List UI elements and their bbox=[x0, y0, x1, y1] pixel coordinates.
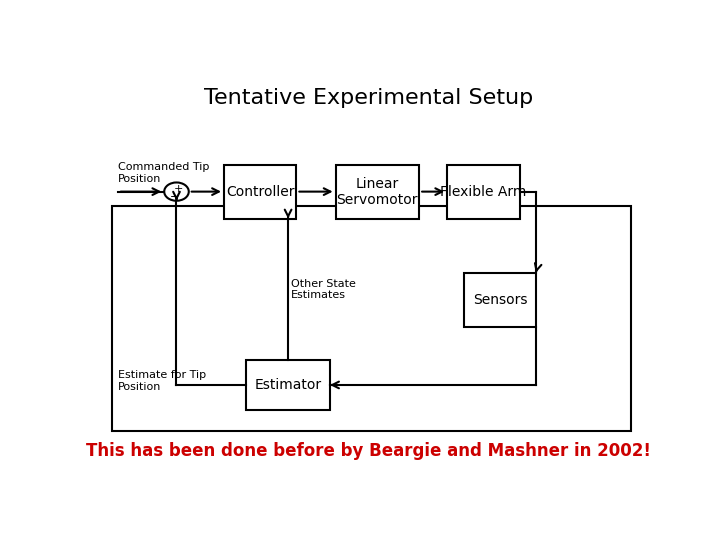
Text: Estimator: Estimator bbox=[255, 378, 322, 392]
Text: Tentative Experimental Setup: Tentative Experimental Setup bbox=[204, 88, 534, 108]
Bar bbox=[246, 360, 330, 410]
Text: Commanded Tip
Position: Commanded Tip Position bbox=[118, 162, 210, 184]
Text: Controller: Controller bbox=[226, 185, 294, 199]
Circle shape bbox=[164, 183, 189, 201]
Bar bbox=[224, 165, 297, 219]
Text: Other State
Estimates: Other State Estimates bbox=[291, 279, 356, 300]
Text: Flexible Arm: Flexible Arm bbox=[440, 185, 526, 199]
Text: +: + bbox=[174, 184, 183, 194]
Text: −: − bbox=[170, 192, 179, 201]
Text: This has been done before by Beargie and Mashner in 2002!: This has been done before by Beargie and… bbox=[86, 442, 652, 461]
Bar bbox=[447, 165, 520, 219]
Text: Estimate for Tip
Position: Estimate for Tip Position bbox=[118, 370, 206, 392]
Text: Linear
Servomotor: Linear Servomotor bbox=[337, 177, 418, 207]
Text: Sensors: Sensors bbox=[473, 293, 527, 307]
Bar bbox=[464, 273, 536, 327]
Bar bbox=[112, 206, 631, 431]
Bar bbox=[336, 165, 419, 219]
